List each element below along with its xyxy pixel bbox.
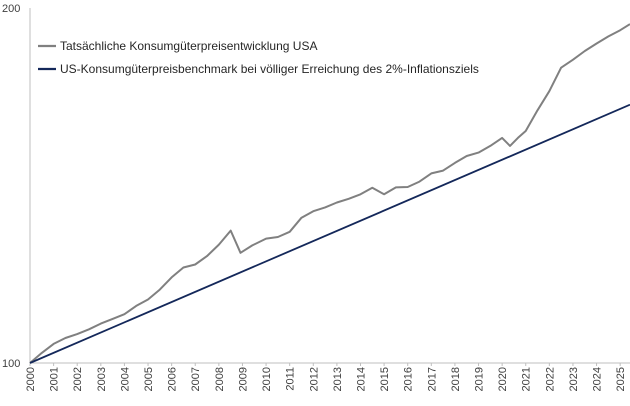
- x-tick-label: 2014: [355, 367, 367, 391]
- y-tick-labels: 100 200: [2, 3, 20, 370]
- series-line-benchmark: [29, 103, 630, 364]
- y-tick-label: 200: [2, 3, 20, 15]
- x-tick-label: 2012: [308, 367, 320, 391]
- x-tick-label: 2005: [143, 367, 155, 391]
- axes: [29, 8, 630, 364]
- x-tick-label: 2001: [49, 367, 61, 391]
- legend-label: Tatsächliche Konsumgüterpreisentwicklung…: [60, 39, 317, 53]
- x-tick-label: 2018: [450, 367, 462, 391]
- legend-label: US-Konsumgüterpreisbenchmark bei völlige…: [60, 62, 479, 76]
- x-tick-labels: 2000 2001 2002 2003 2004 2005 2006 2007 2008 2009…: [25, 363, 627, 391]
- x-tick-label: 2015: [379, 367, 391, 391]
- x-tick-label: 2006: [167, 367, 179, 391]
- x-tick-label: 2009: [237, 367, 249, 391]
- x-tick-label: 2002: [72, 367, 84, 391]
- x-tick-label: 2020: [497, 367, 509, 391]
- series-lines: [29, 23, 630, 364]
- x-tick-label: 2007: [190, 367, 202, 391]
- x-tick-label: 2013: [332, 367, 344, 391]
- x-tick-label: 2025: [615, 367, 627, 391]
- legend: Tatsächliche Konsumgüterpreisentwicklung…: [38, 39, 479, 76]
- x-tick-label: 2019: [474, 367, 486, 391]
- x-tick-label: 2022: [544, 367, 556, 391]
- x-tick-label: 2011: [285, 367, 297, 391]
- x-tick-label: 2000: [25, 367, 37, 391]
- x-tick-label: 2016: [403, 367, 415, 391]
- x-tick-label: 2010: [261, 367, 273, 391]
- x-tick-label: 2023: [568, 367, 580, 391]
- y-tick-label: 100: [2, 358, 20, 370]
- x-tick-label: 2008: [214, 367, 226, 391]
- x-tick-label: 2017: [426, 367, 438, 391]
- x-tick-label: 2024: [592, 367, 604, 391]
- x-tick-label: 2021: [521, 367, 533, 391]
- series-line-actual: [29, 23, 630, 364]
- x-tick-label: 2004: [119, 367, 131, 391]
- x-tick-label: 2003: [96, 367, 108, 391]
